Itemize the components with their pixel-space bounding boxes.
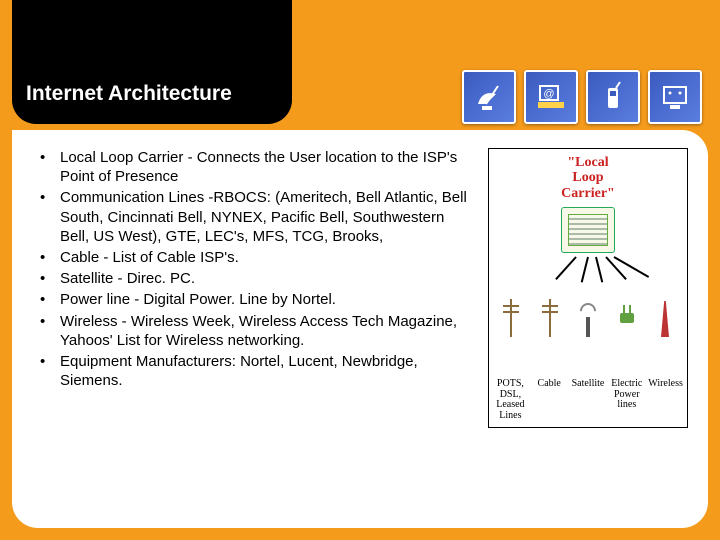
list-item: Cable - List of Cable ISP's. bbox=[36, 248, 476, 267]
tech-label: Satellite bbox=[569, 379, 608, 421]
monitor-icon bbox=[648, 70, 702, 124]
connector-line bbox=[555, 256, 577, 280]
list-item: Local Loop Carrier - Connects the User l… bbox=[36, 148, 476, 186]
connector-line bbox=[581, 257, 589, 283]
bullet-text: Local Loop Carrier - Connects the User l… bbox=[60, 149, 457, 185]
tech-pots bbox=[493, 299, 529, 337]
list-item: Equipment Manufacturers: Nortel, Lucent,… bbox=[36, 352, 476, 390]
connector-line bbox=[614, 256, 650, 278]
bullet-text: Satellite - Direc. PC. bbox=[60, 270, 195, 287]
svg-text:@: @ bbox=[543, 88, 554, 100]
bullet-text: Wireless - Wireless Week, Wireless Acces… bbox=[60, 313, 457, 349]
satellite-dish-small-icon bbox=[578, 299, 598, 337]
bullet-text: Cable - List of Cable ISP's. bbox=[60, 249, 239, 266]
slide-title: Internet Architecture bbox=[26, 82, 232, 106]
local-loop-diagram: "Local Loop Carrier" bbox=[488, 148, 688, 428]
bullet-list: Local Loop Carrier - Connects the User l… bbox=[36, 148, 476, 514]
bullet-text: Power line - Digital Power. Line by Nort… bbox=[60, 291, 336, 308]
list-item: Communication Lines -RBOCS: (Ameritech, … bbox=[36, 188, 476, 246]
computer-email-icon: @ bbox=[524, 70, 578, 124]
power-plug-icon bbox=[617, 299, 637, 337]
tech-label: Cable bbox=[530, 379, 569, 421]
carrier-box-icon bbox=[561, 207, 615, 253]
diagram-title-line: Loop bbox=[572, 170, 603, 185]
mobile-phone-icon bbox=[586, 70, 640, 124]
diagram-title: "Local Loop Carrier" bbox=[561, 155, 615, 201]
tech-row bbox=[493, 299, 683, 337]
radio-tower-icon bbox=[655, 299, 675, 337]
diagram-title-line: Carrier" bbox=[561, 186, 615, 201]
diagram-title-line: "Local bbox=[567, 155, 608, 170]
connector-line bbox=[595, 257, 603, 283]
satellite-dish-icon bbox=[462, 70, 516, 124]
tech-label: Wireless bbox=[646, 379, 685, 421]
tech-label: Electric Power lines bbox=[607, 379, 646, 421]
tech-satellite bbox=[570, 299, 606, 337]
tech-wireless bbox=[647, 299, 683, 337]
header-icon-row: @ bbox=[462, 70, 702, 124]
telephone-pole-icon bbox=[501, 299, 521, 337]
tech-power bbox=[609, 299, 645, 337]
bullet-text: Equipment Manufacturers: Nortel, Lucent,… bbox=[60, 353, 418, 389]
content-panel: Local Loop Carrier - Connects the User l… bbox=[12, 130, 708, 528]
bullet-text: Communication Lines -RBOCS: (Ameritech, … bbox=[60, 189, 467, 244]
tech-label: POTS, DSL, Leased Lines bbox=[491, 379, 530, 421]
list-item: Power line - Digital Power. Line by Nort… bbox=[36, 290, 476, 309]
list-item: Satellite - Direc. PC. bbox=[36, 269, 476, 288]
list-item: Wireless - Wireless Week, Wireless Acces… bbox=[36, 312, 476, 350]
tech-cable bbox=[532, 299, 568, 337]
tech-labels-row: POTS, DSL, Leased Lines Cable Satellite … bbox=[491, 379, 685, 421]
telephone-pole-icon bbox=[540, 299, 560, 337]
